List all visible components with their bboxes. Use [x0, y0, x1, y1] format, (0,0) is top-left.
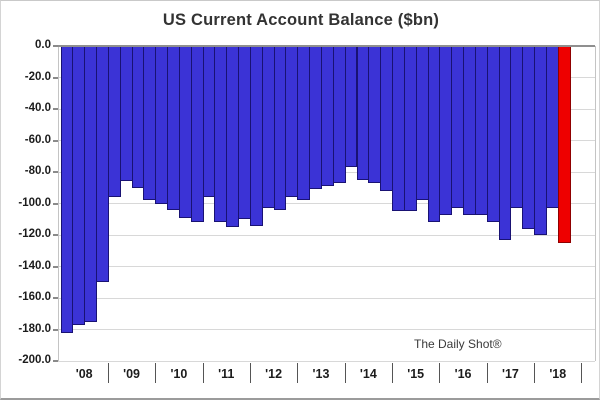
y-tick-label: -20.0: [24, 70, 51, 83]
x-tick-separator: [202, 363, 204, 383]
y-tick-mark: [53, 45, 58, 47]
chart-title: US Current Account Balance ($bn): [162, 11, 440, 29]
x-year-label: '17: [501, 367, 519, 381]
y-tick-mark: [53, 234, 58, 236]
y-tick-mark: [53, 139, 58, 142]
y-tick-mark: [53, 171, 58, 173]
zero-line: [58, 45, 595, 47]
x-tick-separator: [392, 363, 394, 383]
x-year-label: '16: [454, 367, 472, 381]
y-tick-label: -100.0: [18, 196, 51, 209]
x-tick-separator: [107, 363, 109, 383]
x-year-label: '10: [170, 367, 188, 381]
x-year-label: '18: [549, 367, 567, 381]
y-tick-mark: [53, 265, 58, 268]
x-tick-separator: [486, 363, 488, 383]
y-tick-label: -60.0: [24, 133, 51, 146]
y-tick-label: -180.0: [18, 322, 51, 335]
y-gridline: [58, 360, 595, 362]
x-year-label: '12: [265, 367, 283, 381]
y-gridline: [58, 297, 595, 299]
y-tick-label: -140.0: [18, 259, 51, 272]
y-tick-mark: [53, 108, 58, 110]
x-year-label: '14: [359, 367, 377, 381]
watermark-text: The Daily Shot®: [414, 337, 502, 351]
x-tick-separator: [534, 363, 536, 383]
x-tick-separator: [249, 363, 251, 383]
bar-highlight: [557, 46, 571, 243]
y-tick-label: -160.0: [18, 291, 51, 303]
y-tick-mark: [53, 76, 58, 79]
y-tick-label: -40.0: [24, 102, 51, 114]
x-year-label: '09: [123, 367, 140, 381]
y-gridline: [58, 203, 595, 204]
y-tick-mark: [53, 360, 58, 362]
y-gridline: [58, 266, 595, 267]
x-year-label: '15: [407, 367, 425, 381]
x-tick-separator: [297, 363, 299, 383]
y-tick-label: -80.0: [24, 165, 51, 177]
y-tick-mark: [53, 328, 58, 331]
x-tick-separator: [155, 363, 157, 383]
y-tick-label: 0.0: [35, 39, 51, 51]
x-tick-separator: [344, 363, 346, 383]
y-tick-label: -200.0: [18, 354, 51, 366]
y-gridline: [58, 329, 595, 330]
x-tick-separator: [439, 363, 441, 383]
y-gridline: [58, 234, 595, 236]
x-year-label: '13: [312, 367, 330, 381]
y-tick-mark: [53, 202, 58, 205]
plot-border-left: [58, 46, 59, 361]
plot-border-right: [595, 46, 596, 361]
y-tick-label: -120.0: [18, 228, 51, 240]
y-tick-mark: [53, 297, 58, 299]
x-year-label: '08: [75, 367, 93, 381]
x-year-label: '11: [218, 367, 235, 381]
x-tick-separator: [581, 363, 583, 383]
